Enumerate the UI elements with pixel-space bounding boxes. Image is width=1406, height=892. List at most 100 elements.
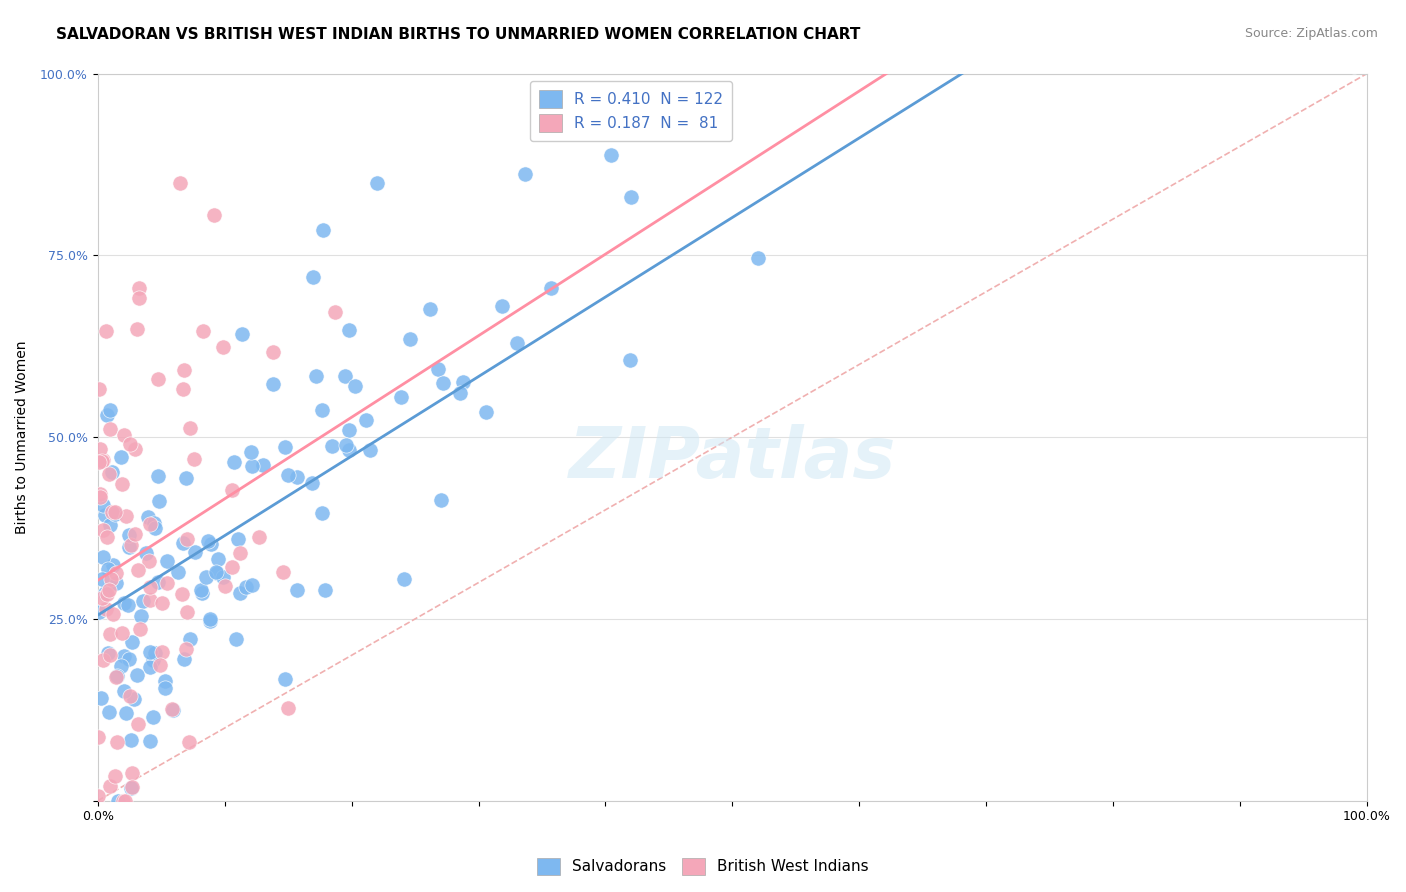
Salvadorans [98, 705, 121, 719]
Salvadorans [1343, 59, 1365, 73]
Y-axis label: Births to Unmarried Women: Births to Unmarried Women [15, 341, 30, 534]
Salvadorans [87, 606, 110, 620]
British West Indians [323, 305, 346, 319]
Salvadorans [110, 450, 132, 465]
Salvadorans [285, 469, 308, 483]
Salvadorans [273, 440, 295, 454]
Salvadorans [274, 673, 297, 687]
Salvadorans [224, 455, 246, 469]
British West Indians [179, 420, 201, 434]
Salvadorans [139, 645, 162, 659]
British West Indians [169, 176, 191, 190]
British West Indians [89, 487, 111, 501]
Salvadorans [156, 554, 179, 568]
Salvadorans [184, 545, 207, 559]
British West Indians [277, 700, 299, 714]
British West Indians [127, 563, 149, 577]
British West Indians [176, 642, 198, 657]
Salvadorans [619, 352, 641, 367]
Salvadorans [142, 653, 165, 667]
Salvadorans [505, 335, 527, 350]
Salvadorans [172, 536, 194, 550]
Salvadorans [513, 167, 536, 181]
Text: Source: ZipAtlas.com: Source: ZipAtlas.com [1244, 27, 1378, 40]
British West Indians [229, 546, 252, 560]
British West Indians [146, 372, 169, 386]
British West Indians [87, 789, 110, 803]
British West Indians [87, 730, 110, 744]
Salvadorans [312, 223, 335, 237]
Salvadorans [366, 176, 388, 190]
Salvadorans [475, 405, 498, 419]
British West Indians [247, 530, 270, 544]
Salvadorans [121, 635, 143, 649]
Salvadorans [419, 301, 441, 316]
Salvadorans [205, 566, 228, 580]
British West Indians [262, 345, 284, 359]
Salvadorans [179, 632, 201, 647]
Salvadorans [194, 570, 217, 584]
Salvadorans [146, 575, 169, 590]
British West Indians [90, 454, 112, 468]
Salvadorans [135, 546, 157, 560]
Salvadorans [747, 251, 769, 265]
British West Indians [124, 442, 146, 456]
Salvadorans [337, 423, 360, 437]
Salvadorans [304, 369, 326, 384]
Salvadorans [235, 580, 257, 594]
British West Indians [111, 626, 134, 640]
Salvadorans [122, 692, 145, 706]
Salvadorans [240, 459, 263, 474]
Salvadorans [118, 651, 141, 665]
Salvadorans [600, 148, 623, 162]
Salvadorans [277, 467, 299, 482]
Salvadorans [198, 615, 221, 629]
Salvadorans [105, 669, 128, 683]
Salvadorans [155, 681, 177, 695]
Salvadorans [335, 438, 357, 452]
British West Indians [179, 735, 201, 749]
Salvadorans [97, 646, 120, 660]
Salvadorans [91, 550, 114, 565]
Salvadorans [110, 658, 132, 673]
Salvadorans [114, 683, 136, 698]
British West Indians [127, 322, 149, 336]
Salvadorans [197, 534, 219, 549]
Salvadorans [127, 667, 149, 681]
British West Indians [111, 476, 134, 491]
Salvadorans [226, 532, 249, 546]
Salvadorans [356, 413, 378, 427]
British West Indians [170, 586, 193, 600]
British West Indians [90, 591, 112, 605]
Salvadorans [231, 326, 253, 341]
Salvadorans [148, 493, 170, 508]
British West Indians [150, 645, 173, 659]
British West Indians [104, 769, 127, 783]
Salvadorans [229, 585, 252, 599]
British West Indians [98, 467, 121, 482]
Salvadorans [132, 594, 155, 608]
British West Indians [176, 533, 198, 547]
British West Indians [100, 779, 122, 793]
Salvadorans [136, 510, 159, 524]
British West Indians [100, 627, 122, 641]
British West Indians [139, 592, 162, 607]
Salvadorans [101, 465, 124, 479]
Salvadorans [321, 439, 343, 453]
British West Indians [156, 576, 179, 591]
British West Indians [94, 602, 117, 616]
Salvadorans [117, 598, 139, 612]
British West Indians [162, 702, 184, 716]
Salvadorans [143, 646, 166, 660]
Salvadorans [120, 733, 142, 747]
British West Indians [150, 596, 173, 610]
Salvadorans [174, 471, 197, 485]
British West Indians [114, 794, 136, 808]
British West Indians [202, 209, 225, 223]
British West Indians [128, 281, 150, 295]
British West Indians [120, 538, 142, 552]
Salvadorans [146, 468, 169, 483]
Salvadorans [207, 552, 229, 566]
British West Indians [91, 653, 114, 667]
Salvadorans [90, 573, 112, 587]
